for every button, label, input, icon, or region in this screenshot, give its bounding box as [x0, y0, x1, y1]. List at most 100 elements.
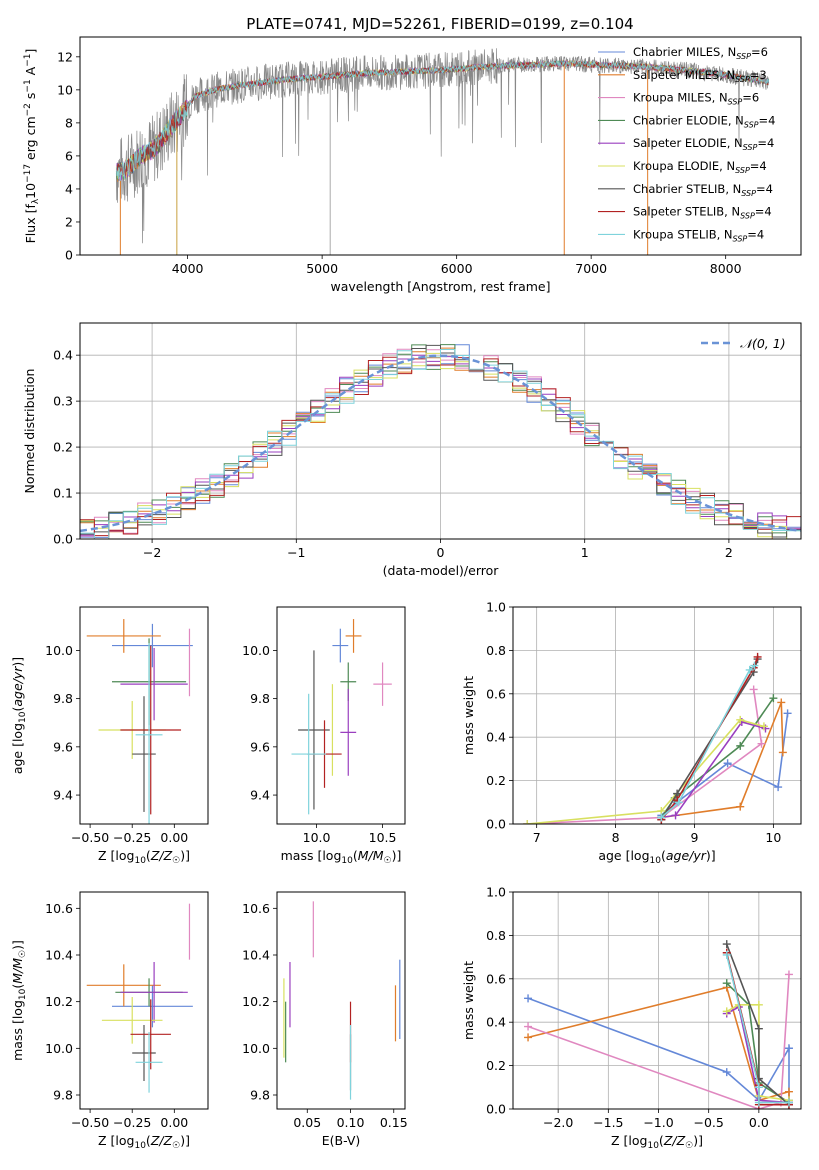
point-marker [778, 748, 787, 757]
legend-entry: Chabrier ELODIE, NSSP=4 [633, 113, 775, 129]
y-tick-label: 10.4 [242, 948, 270, 963]
x-tick-label: 9 [691, 830, 699, 845]
y-tick-label: 10 [57, 82, 73, 97]
y-tick-label: 10.2 [45, 994, 73, 1009]
y-axis-label: mass [log10(M/M☉)] [10, 940, 28, 1061]
y-label-part: age/yr [10, 666, 25, 707]
x-tick-label: 4000 [172, 261, 204, 276]
y-label-part: ( [10, 707, 25, 712]
point-marker [754, 1098, 763, 1107]
series-line [726, 1005, 790, 1104]
histogram-step [80, 352, 801, 539]
legend-text: =6 [751, 45, 768, 59]
y-tick-label: 1.0 [486, 885, 506, 900]
y-label-part: s [23, 93, 38, 104]
x-label-part: M/M [358, 848, 384, 863]
x-label-part: 10 [341, 856, 353, 866]
legend-text: =4 [757, 136, 774, 150]
legend-text: Chabrier STELIB, N [633, 182, 741, 196]
legend-text: Chabrier MILES, N [633, 45, 736, 59]
y-tick-label: 2 [65, 214, 73, 229]
point-marker [754, 1000, 763, 1009]
point-marker [783, 709, 792, 718]
legend-entry: 𝒩(0, 1) [740, 336, 786, 351]
x-label-part: )] [706, 848, 716, 863]
x-label-part: Z/Z [150, 1133, 173, 1148]
axes-frame [79, 891, 209, 1110]
y-tick-label: 10.2 [242, 994, 270, 1009]
legend-entry: Kroupa STELIB, NSSP=4 [633, 227, 764, 243]
x-label-part: ( [146, 1133, 151, 1148]
x-axis-label: Z [log10(Z/Z☉)] [98, 848, 190, 866]
y-tick-label: 0.8 [486, 928, 506, 943]
y-tick-label: 0.6 [486, 971, 506, 986]
y-tick-label: 4 [65, 181, 73, 196]
y-tick-label: 0.2 [53, 440, 73, 455]
y-tick-label: 9.8 [250, 691, 270, 706]
x-tick-label: 2 [725, 545, 733, 560]
y-tick-label: 1.0 [486, 600, 506, 615]
y-tick-label: 9.4 [53, 788, 73, 803]
histogram-step [80, 349, 801, 539]
y-label-part: −2 [23, 103, 33, 116]
y-tick-label: 10.0 [242, 1041, 270, 1056]
x-tick-label: −0.25 [113, 830, 151, 845]
x-label-part: age [log [598, 848, 649, 863]
x-tick-label: 0.00 [160, 1115, 188, 1130]
y-tick-label: 0.0 [486, 817, 506, 832]
y-label-part: )] [10, 940, 25, 950]
y-tick-label: 10.0 [45, 1041, 73, 1056]
point-marker [674, 798, 683, 807]
point-marker [777, 698, 786, 707]
y-tick-label: 8 [65, 115, 73, 130]
point-marker [722, 1068, 731, 1077]
axes-frame [512, 891, 802, 1110]
point-marker [784, 1098, 793, 1107]
x-label-part: 10 [647, 1141, 659, 1151]
plot-area [291, 619, 392, 815]
legend-entry: Chabrier STELIB, NSSP=4 [633, 182, 773, 198]
x-tick-label: 8 [612, 830, 620, 845]
plot-area [115, 48, 770, 255]
x-label-part: )] [693, 1133, 703, 1148]
legend-sub: SSP [733, 234, 748, 243]
y-tick-label: 0.4 [486, 730, 506, 745]
x-tick-label: −0.50 [71, 830, 109, 845]
y-tick-label: 0.6 [486, 686, 506, 701]
x-tick-label: 0.10 [337, 1115, 365, 1130]
x-label-part: Z [log [98, 1133, 134, 1148]
legend-text: =6 [742, 91, 759, 105]
y-axis-label: mass weight [461, 961, 476, 1040]
x-tick-label: 8000 [710, 261, 742, 276]
x-label-part: Z [log [611, 1133, 647, 1148]
x-label-part: mass [log [281, 848, 342, 863]
legend-sub: SSP [735, 75, 750, 84]
x-label-part: Z/Z [663, 1133, 686, 1148]
x-tick-label: 0.0 [749, 1115, 769, 1130]
point-marker [657, 813, 666, 822]
histogram-step [80, 356, 801, 537]
point-marker [749, 685, 758, 694]
x-tick-label: 10.0 [303, 830, 331, 845]
axes-frame [79, 322, 802, 540]
x-label-part: ☉ [172, 1141, 180, 1151]
x-tick-label: 10 [765, 830, 781, 845]
legend-text: Salpeter ELODIE, N [633, 136, 743, 150]
y-label-part: age [log [10, 723, 25, 774]
y-tick-label: 0.1 [53, 486, 73, 501]
x-label-part: ( [353, 848, 358, 863]
x-axis-label: wavelength [Angstrom, rest frame] [330, 279, 550, 294]
legend-text: Kroupa MILES, N [633, 91, 728, 105]
series-line [527, 689, 763, 824]
point-marker [723, 759, 732, 768]
y-tick-label: 9.6 [53, 739, 73, 754]
figure-title: PLATE=0741, MJD=52261, FIBERID=0199, z=0… [246, 15, 633, 33]
point-marker [784, 1087, 793, 1096]
x-tick-label: 10.5 [369, 830, 397, 845]
legend-text: Chabrier ELODIE, N [633, 113, 744, 127]
y-tick-label: 12 [57, 49, 73, 64]
plot-area [513, 607, 801, 824]
y-label-part: λ [31, 198, 41, 204]
legend-entry: Salpeter ELODIE, NSSP=4 [633, 136, 774, 152]
